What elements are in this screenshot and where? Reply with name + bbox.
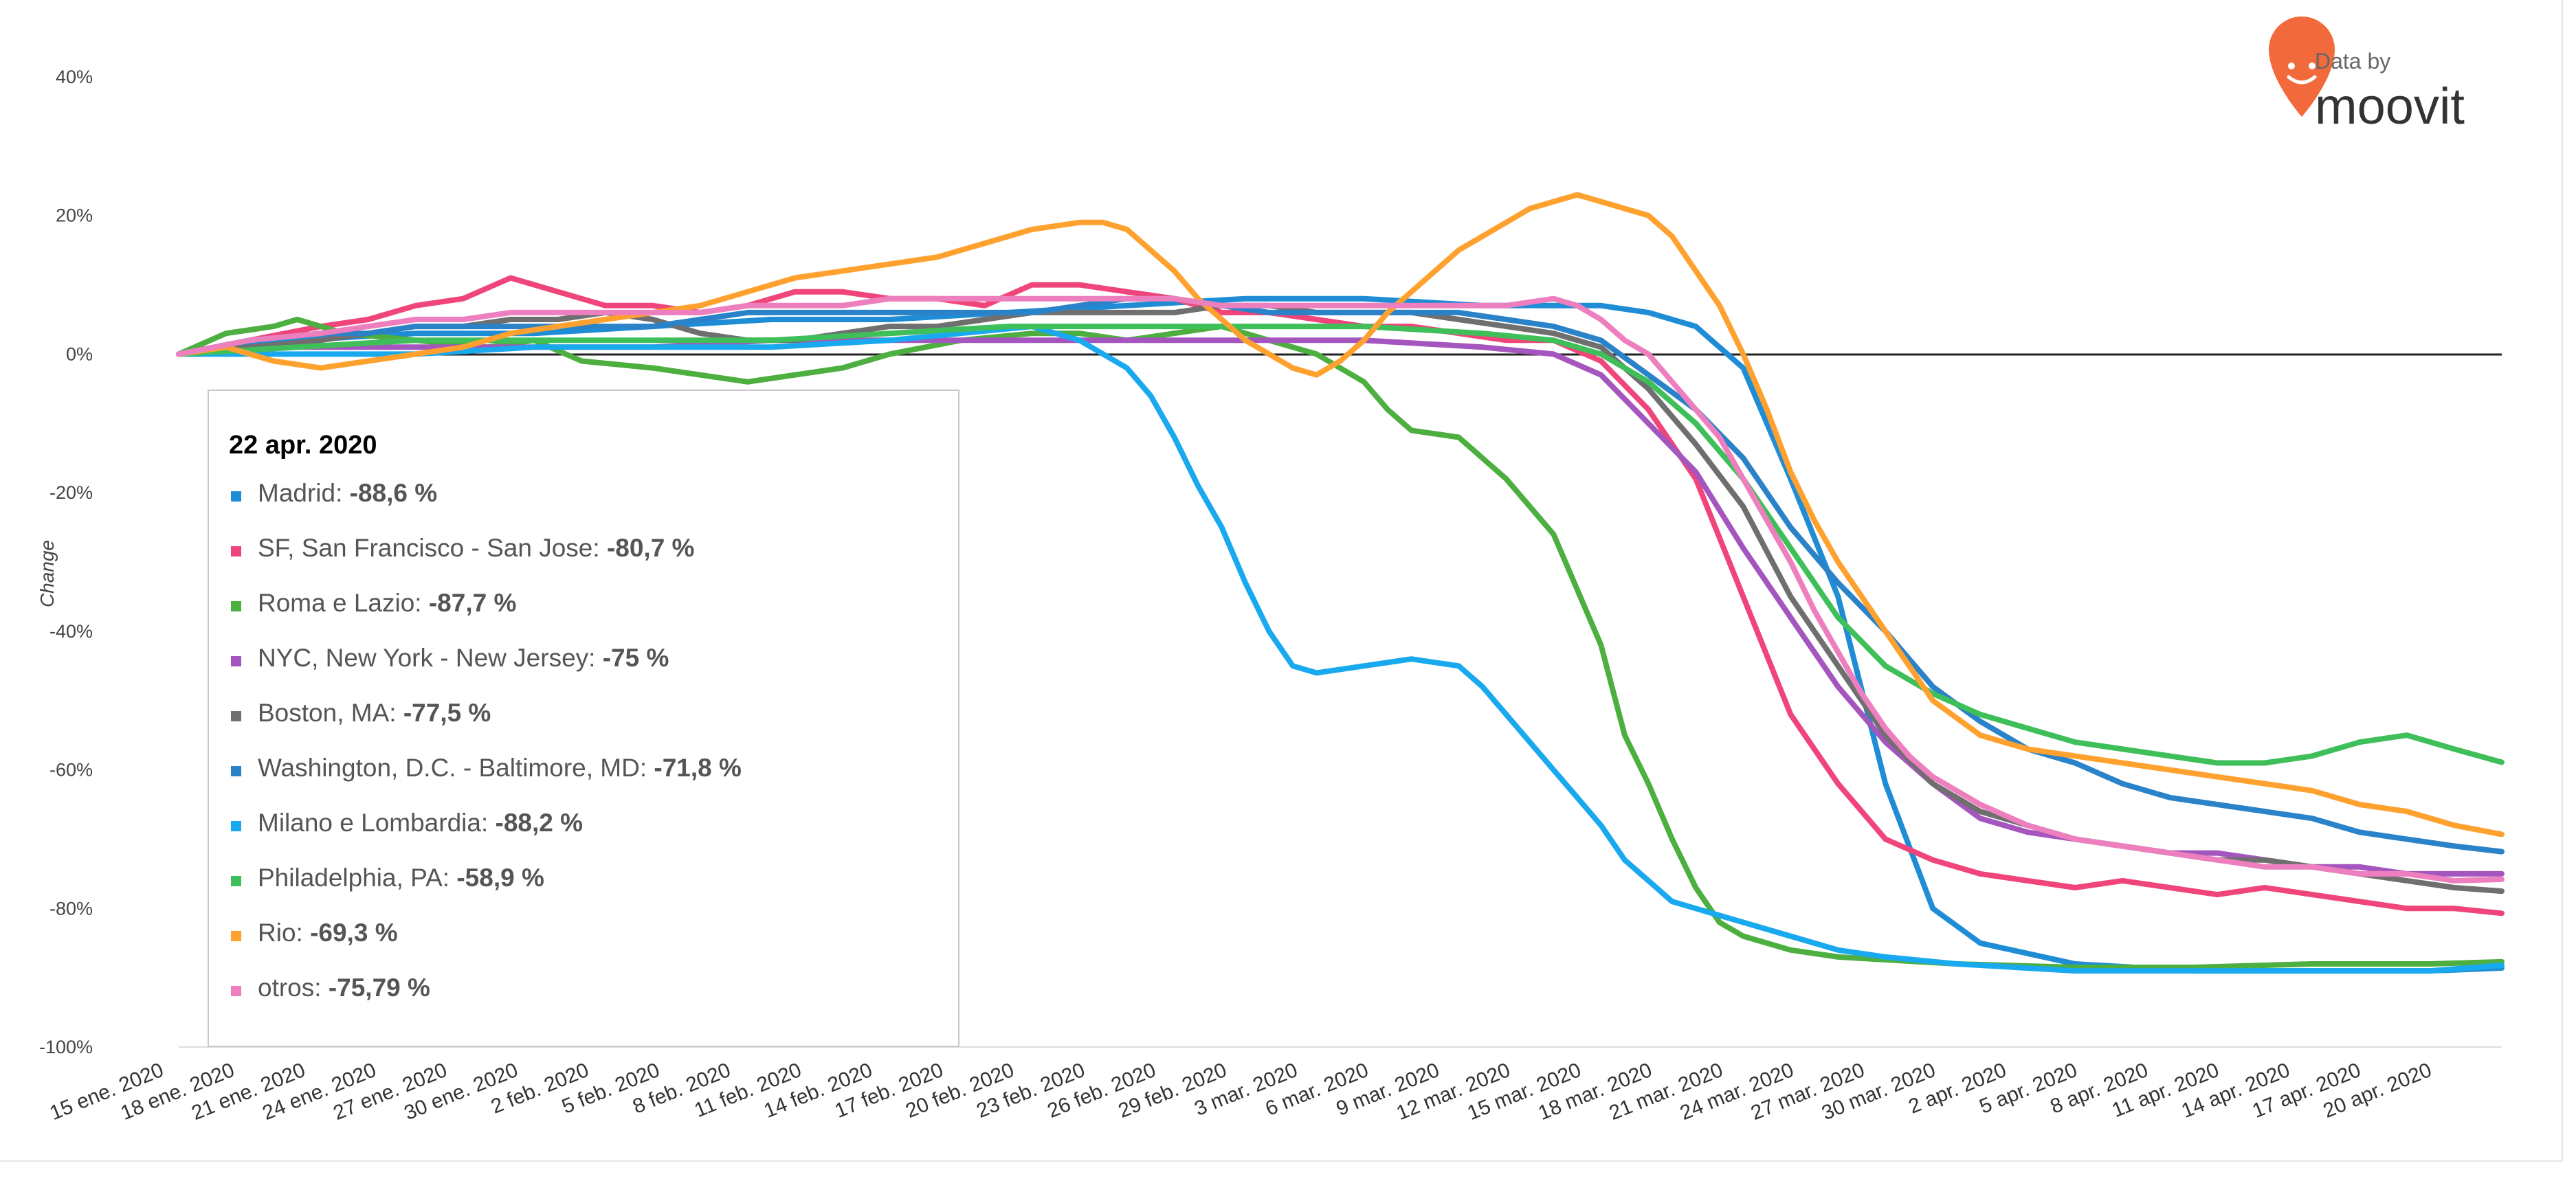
y-tick-label: 20% xyxy=(56,205,93,226)
legend-value: -88,6 % xyxy=(350,479,438,507)
legend-item: SF, San Francisco - San Jose: -80,7 % xyxy=(258,534,694,562)
legend-value: -75,79 % xyxy=(329,974,430,1002)
series-line-roma-e-lazio xyxy=(176,317,2505,970)
legend-label: NYC, New York - New Jersey: xyxy=(258,644,603,672)
brand-small-text: Data by xyxy=(2315,49,2390,74)
legend-label: Washington, D.C. - Baltimore, MD: xyxy=(258,754,654,782)
legend-swatch xyxy=(231,766,241,776)
legend-item: Milano e Lombardia: -88,2 % xyxy=(258,809,583,837)
legend-value: -87,7 % xyxy=(429,589,517,617)
legend-title: 22 apr. 2020 xyxy=(229,431,377,460)
series-line-otros xyxy=(176,295,2505,884)
legend-label: Madrid: xyxy=(258,479,350,507)
legend-item: NYC, New York - New Jersey: -75 % xyxy=(258,644,669,672)
legend-tooltip: 22 apr. 2020 Madrid: -88,6 % SF, San Fran… xyxy=(208,390,959,1047)
series-line-rio xyxy=(176,192,2505,837)
legend-value: -69,3 % xyxy=(310,919,398,947)
series-line-washington-d-c-baltimore-md xyxy=(176,295,2505,855)
legend-label: Roma e Lazio: xyxy=(258,589,429,617)
legend-item: otros: -75,79 % xyxy=(258,974,430,1002)
y-tick-label: 0% xyxy=(66,344,93,364)
y-tick-label: -20% xyxy=(49,482,93,503)
legend-item: Rio: -69,3 % xyxy=(258,919,398,947)
legend-swatch xyxy=(231,986,241,996)
legend-label: Milano e Lombardia: xyxy=(258,809,496,837)
legend-item: Washington, D.C. - Baltimore, MD: -71,8 … xyxy=(258,754,742,782)
legend-swatch xyxy=(231,821,241,831)
legend-label: SF, San Francisco - San Jose: xyxy=(258,534,607,562)
legend-swatch xyxy=(231,931,241,941)
legend-swatch xyxy=(231,876,241,886)
legend-items: Madrid: -88,6 % SF, San Francisco - San J… xyxy=(231,479,742,1002)
brand-logo: Data by moovit xyxy=(2269,16,2465,135)
brand-name: moovit xyxy=(2315,78,2465,135)
legend-swatch xyxy=(231,711,241,721)
legend-swatch xyxy=(231,546,241,556)
legend-box xyxy=(208,390,959,1047)
legend-label: Philadelphia, PA: xyxy=(258,864,456,892)
legend-value: -71,8 % xyxy=(654,754,742,782)
legend-label: Boston, MA: xyxy=(258,699,403,727)
y-tick-label: -100% xyxy=(39,1037,93,1057)
series-line-milano-e-lombardia xyxy=(176,324,2505,974)
legend-item: Roma e Lazio: -87,7 % xyxy=(258,589,516,617)
y-tick-label: -80% xyxy=(49,898,93,919)
legend-swatch xyxy=(231,491,241,502)
y-tick-label: 40% xyxy=(56,67,93,87)
y-axis-label: Change xyxy=(36,540,58,607)
legend-value: -88,2 % xyxy=(496,809,584,837)
legend-value: -80,7 % xyxy=(607,534,695,562)
series-lines xyxy=(176,192,2505,974)
legend-label: Rio: xyxy=(258,919,310,947)
legend-value: -58,9 % xyxy=(456,864,544,892)
legend-item: Philadelphia, PA: -58,9 % xyxy=(258,864,544,892)
legend-label: otros: xyxy=(258,974,329,1002)
legend-item: Madrid: -88,6 % xyxy=(258,479,437,507)
moovit-pin-icon xyxy=(2269,16,2335,117)
y-tick-label: -60% xyxy=(49,760,93,780)
legend-value: -75 % xyxy=(603,644,669,672)
legend-value: -77,5 % xyxy=(403,699,491,727)
legend-swatch xyxy=(231,656,241,666)
legend-item: Boston, MA: -77,5 % xyxy=(258,699,491,727)
y-tick-label: -40% xyxy=(49,621,93,642)
legend-swatch xyxy=(231,601,241,611)
y-axis: 40% 20% 0% -20% -40% -60% -80% -100% xyxy=(39,67,93,1057)
